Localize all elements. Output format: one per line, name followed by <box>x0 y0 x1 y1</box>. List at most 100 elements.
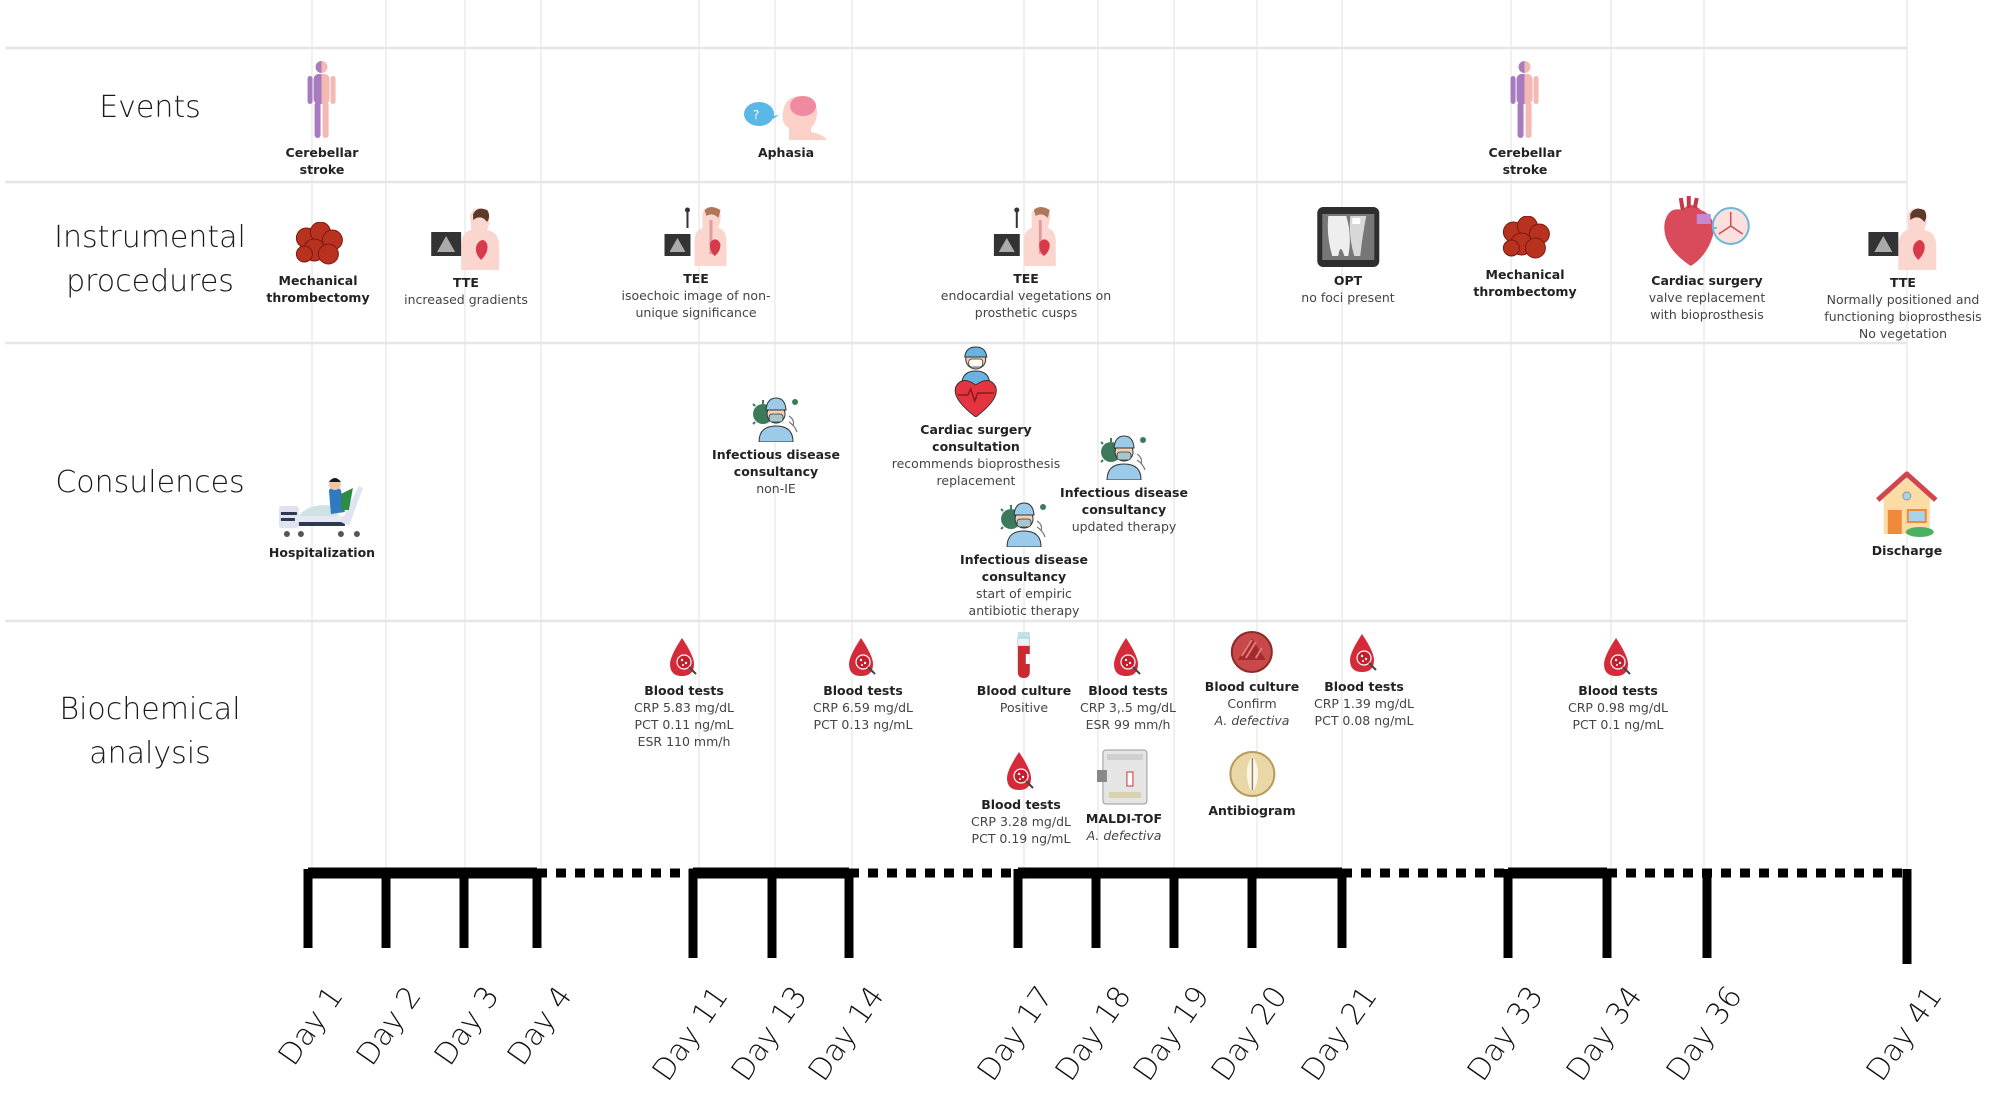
biochemical-item: Blood tests CRP 3.28 mg/dL PCT 0.19 ng/mL <box>971 750 1071 847</box>
item-description: recommends bioprosthesis <box>891 456 1061 471</box>
instrumental-item: TEE isoechoic image of non-unique signifi… <box>621 206 771 321</box>
item-title: consultation <box>932 439 1020 454</box>
item-title: Cardiac surgery <box>920 422 1032 437</box>
item-title: Antibiogram <box>1208 803 1296 818</box>
item-description: CRP 3,.5 mg/dL <box>1080 700 1176 715</box>
item-description: ESR 99 mm/h <box>1085 717 1171 732</box>
item-title: Blood tests <box>981 797 1061 812</box>
instrumental-item: TTE Normally positioned and functioning bi… <box>1824 206 1982 342</box>
item-title: Blood tests <box>823 683 903 698</box>
biochemical-item: Blood culture Confirm A. defectiva <box>1205 630 1299 729</box>
item-description: increased gradients <box>404 292 528 307</box>
blood-drop-icon <box>1314 632 1414 674</box>
item-description: endocardial vegetations on <box>940 288 1112 303</box>
item-title: consultancy <box>981 569 1067 584</box>
item-title: Cerebellar <box>285 145 359 160</box>
item-title: TTE <box>453 275 479 290</box>
instrumental-item: Mechanical thrombectomy <box>266 222 370 306</box>
item-title: Discharge <box>1871 543 1943 558</box>
item-title: Mechanical <box>278 273 358 288</box>
organism-name: A. defectiva <box>1086 828 1162 843</box>
biochemical-item: Blood tests CRP 5.83 mg/dL PCT 0.11 ng/mL E… <box>634 636 734 750</box>
antibiogram-icon <box>1208 750 1295 798</box>
infectious-disease-doctor-icon <box>1060 430 1188 480</box>
consulences-item: Infectious disease consultancy non-IE <box>712 392 840 497</box>
item-title: Cerebellar <box>1488 145 1562 160</box>
consulences-item: Cardiac surgery consultation recommends bi… <box>891 345 1061 489</box>
biochemical-item: Blood tests CRP 0.98 mg/dL PCT 0.1 ng/mL <box>1568 636 1668 733</box>
infectious-disease-doctor-icon <box>960 497 1088 547</box>
item-description: antibiotic therapy <box>968 603 1080 618</box>
blood-drop-icon <box>634 636 734 678</box>
item-title: MALDI-TOF <box>1085 811 1163 826</box>
item-description: No vegetation <box>1858 326 1948 341</box>
item-title: Cardiac surgery <box>1651 273 1763 288</box>
human-body-icon <box>286 60 359 140</box>
item-description: PCT 0.13 ng/mL <box>813 717 913 732</box>
row-label-biochemical: analysis <box>89 736 211 771</box>
tte-echo-icon <box>1824 206 1981 270</box>
biochemical-item: Blood culture Positive <box>977 632 1071 716</box>
item-title: stroke <box>299 162 345 177</box>
item-title: TEE <box>1013 271 1039 286</box>
item-title: Mechanical <box>1485 267 1565 282</box>
item-title: Blood tests <box>1088 683 1168 698</box>
item-description: PCT 0.19 ng/mL <box>971 831 1071 846</box>
thrombus-icon <box>1473 216 1576 262</box>
instrumental-item: OPT no foci present <box>1301 206 1395 306</box>
item-title: Infectious disease <box>712 447 840 462</box>
instrumental-item: Cardiac surgery valve replacement with bio… <box>1649 196 1765 323</box>
events-item: Cerebellar stroke <box>1488 60 1562 178</box>
blood-drop-icon <box>813 636 913 678</box>
biochemical-item: MALDI-TOF A. defectiva <box>1086 748 1162 844</box>
item-title: Infectious disease <box>1060 485 1188 500</box>
svg-text:?: ? <box>753 108 759 122</box>
consulences-item: Discharge <box>1872 470 1942 559</box>
item-description: CRP 5.83 mg/dL <box>634 700 734 715</box>
item-description: ESR 110 mm/h <box>637 734 731 749</box>
human-body-icon <box>1489 60 1562 140</box>
row-label-instrumental: procedures <box>66 264 234 299</box>
item-title: TEE <box>683 271 709 286</box>
item-title: Aphasia <box>757 145 815 160</box>
tte-echo-icon <box>404 206 528 270</box>
item-description: CRP 0.98 mg/dL <box>1568 700 1668 715</box>
consulences-item: Infectious disease consultancy updated the… <box>1060 430 1188 535</box>
item-description: with bioprosthesis <box>1650 307 1764 322</box>
tee-echo-icon <box>621 206 770 266</box>
item-description: non-IE <box>756 481 796 496</box>
thrombus-icon <box>266 222 369 268</box>
organism-name: A. defectiva <box>1214 713 1290 728</box>
item-description: Confirm <box>1227 696 1277 711</box>
infectious-disease-doctor-icon <box>712 392 840 442</box>
consulences-item: Hospitalization <box>269 476 375 561</box>
biochemical-item: Antibiogram <box>1208 750 1296 819</box>
instrumental-item: TTE increased gradients <box>404 206 528 308</box>
item-description: PCT 0.08 ng/mL <box>1314 713 1414 728</box>
item-description: Normally positioned and <box>1826 292 1980 307</box>
item-title: thrombectomy <box>266 290 370 305</box>
item-description: prosthetic cusps <box>974 305 1078 320</box>
tee-echo-icon <box>941 206 1111 266</box>
blood-tube-icon <box>977 632 1071 678</box>
row-label-consulences: Consulences <box>55 465 245 500</box>
maldi-tof-icon <box>1086 748 1162 806</box>
instrumental-item: TEE endocardial vegetations on prosthetic … <box>941 206 1111 321</box>
item-title: consultancy <box>733 464 819 479</box>
item-title: Blood culture <box>976 683 1072 698</box>
biochemical-item: Blood tests CRP 3,.5 mg/dL ESR 99 mm/h <box>1080 636 1176 733</box>
row-label-biochemical: Biochemical <box>59 692 241 727</box>
consulences-item: Infectious disease consultancy start of em… <box>960 497 1088 619</box>
item-title: OPT <box>1333 273 1363 288</box>
item-description: Positive <box>999 700 1049 715</box>
events-item: ? Aphasia <box>743 88 829 161</box>
item-title: consultancy <box>1081 502 1167 517</box>
item-description: no foci present <box>1301 290 1395 305</box>
item-description: PCT 0.1 ng/mL <box>1572 717 1664 732</box>
item-description: start of empiric <box>976 586 1072 601</box>
item-title: Blood tests <box>1578 683 1658 698</box>
item-description: updated therapy <box>1071 519 1177 534</box>
item-description: CRP 1.39 mg/dL <box>1314 696 1414 711</box>
item-description: isoechoic image of non- <box>621 288 771 303</box>
heart-valve-icon <box>1649 196 1765 268</box>
